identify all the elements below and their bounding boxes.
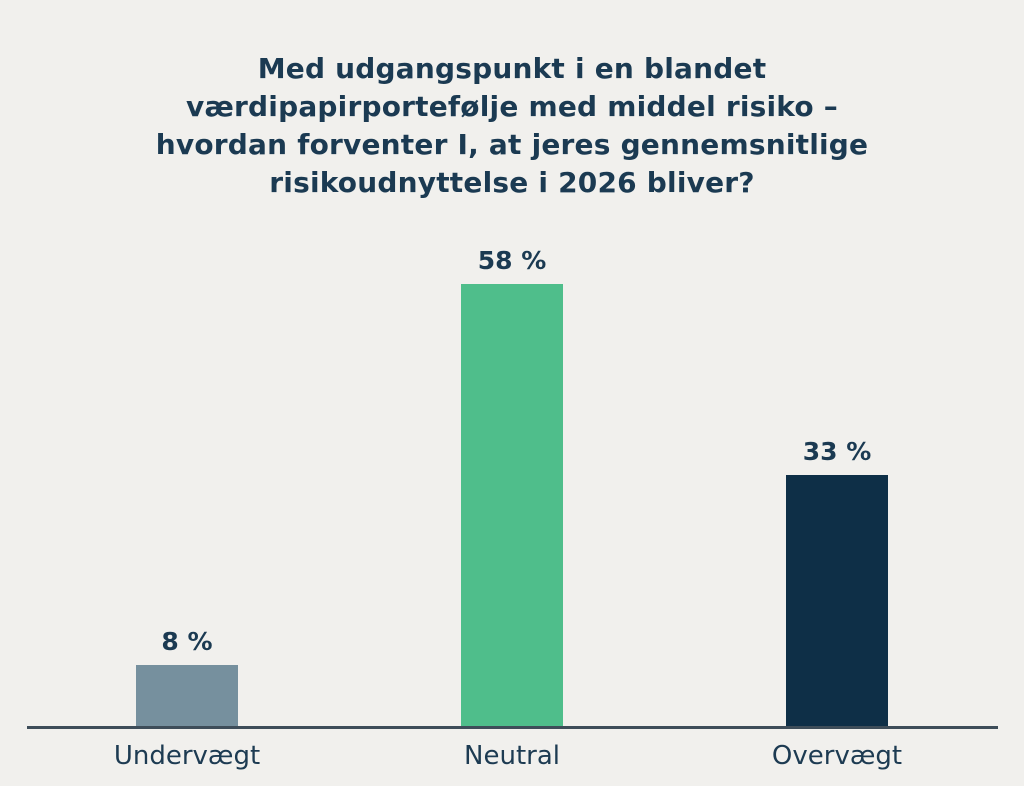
bar-undervaegt: [136, 665, 238, 726]
x-axis-label-neutral: Neutral: [464, 741, 560, 771]
x-axis-line: [27, 726, 998, 729]
bar-value-label: 8 %: [161, 627, 213, 656]
chart-title-line: risikoudnyttelse i 2026 bliver?: [269, 166, 755, 199]
bar-neutral: [461, 284, 563, 726]
chart-title-line: værdipapirportefølje med middel risiko –: [186, 90, 838, 123]
bar-group-neutral: 58 %: [461, 248, 563, 726]
chart-title-line: Med udgangspunkt i en blandet: [257, 52, 767, 85]
bar-overvaegt: [786, 475, 888, 726]
chart-title: Med udgangspunkt i en blandet værdipapir…: [0, 50, 1024, 202]
x-axis-label-undervaegt: Undervægt: [113, 741, 261, 771]
bar-group-overvaegt: 33 %: [786, 439, 888, 726]
bar-value-label: 33 %: [802, 437, 872, 466]
x-axis-label-overvaegt: Overvægt: [771, 741, 903, 771]
chart-title-line: hvordan forventer I, at jeres gennemsnit…: [155, 128, 869, 161]
bar-value-label: 58 %: [477, 246, 547, 275]
bar-group-undervaegt: 8 %: [136, 629, 238, 726]
